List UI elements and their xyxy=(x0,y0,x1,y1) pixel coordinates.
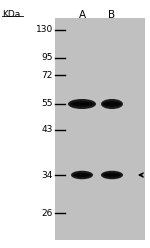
Bar xyxy=(55,18,145,240)
Text: 26: 26 xyxy=(42,209,53,217)
Text: 130: 130 xyxy=(36,26,53,34)
Text: 72: 72 xyxy=(42,70,53,80)
Text: 95: 95 xyxy=(42,54,53,62)
Text: B: B xyxy=(108,10,116,20)
Ellipse shape xyxy=(68,99,96,109)
Text: KDa: KDa xyxy=(2,10,20,19)
Ellipse shape xyxy=(71,171,93,179)
Ellipse shape xyxy=(101,99,123,109)
Text: 34: 34 xyxy=(42,171,53,180)
Ellipse shape xyxy=(103,101,121,106)
Ellipse shape xyxy=(103,173,121,177)
Text: 43: 43 xyxy=(42,125,53,134)
Text: 55: 55 xyxy=(42,99,53,109)
Ellipse shape xyxy=(71,101,93,106)
Text: A: A xyxy=(78,10,86,20)
Ellipse shape xyxy=(73,173,91,177)
Ellipse shape xyxy=(101,171,123,179)
